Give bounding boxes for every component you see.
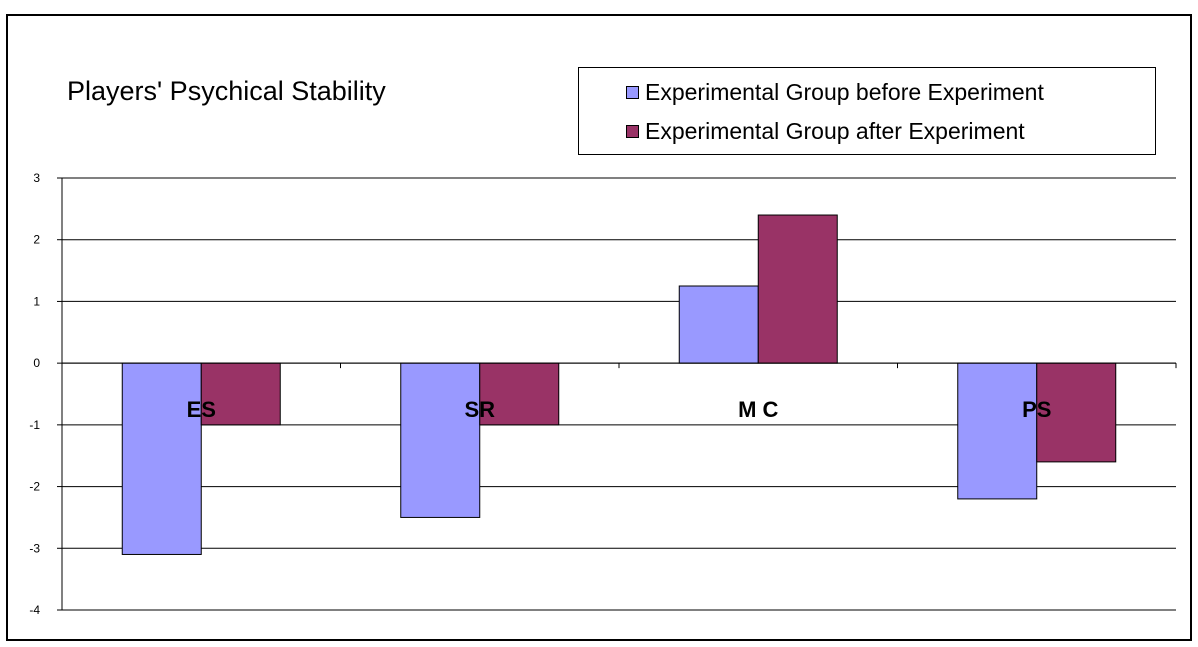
bar-ps-after xyxy=(1036,362,1117,463)
bar-es-after xyxy=(200,362,281,426)
bar-mc-before xyxy=(678,285,759,364)
legend-item-before: Experimental Group before Experiment xyxy=(626,77,1044,107)
legend-swatch-before xyxy=(626,85,639,99)
y-tick-label-2: 1 xyxy=(33,294,40,308)
bar-es-before xyxy=(121,362,202,555)
y-tick-label-4: -1 xyxy=(29,418,40,432)
legend-item-after: Experimental Group after Experiment xyxy=(626,116,1025,146)
y-tick-label-7: -4 xyxy=(29,603,40,617)
legend-label-before: Experimental Group before Experiment xyxy=(645,78,1044,105)
chart-legend: Experimental Group before Experiment Exp… xyxy=(578,67,1156,155)
bar-ps-before xyxy=(957,362,1038,500)
y-tick-label-5: -2 xyxy=(29,480,40,494)
legend-label-after: Experimental Group after Experiment xyxy=(645,117,1025,144)
chart-title: Players' Psychical Stability xyxy=(67,76,386,106)
category-label-ps: PS xyxy=(1022,397,1051,422)
bar-sr-before xyxy=(400,362,481,518)
y-tick-label-0: 3 xyxy=(33,171,40,185)
category-label-mc: M C xyxy=(738,397,778,422)
y-tick-label-3: 0 xyxy=(33,356,40,370)
bar-sr-after xyxy=(479,362,560,426)
y-tick-label-1: 2 xyxy=(33,233,40,247)
y-tick-label-6: -3 xyxy=(29,541,40,555)
category-label-es: ES xyxy=(187,397,216,422)
category-label-sr: SR xyxy=(464,397,495,422)
legend-swatch-after xyxy=(626,124,639,138)
bar-mc-after xyxy=(757,214,838,364)
